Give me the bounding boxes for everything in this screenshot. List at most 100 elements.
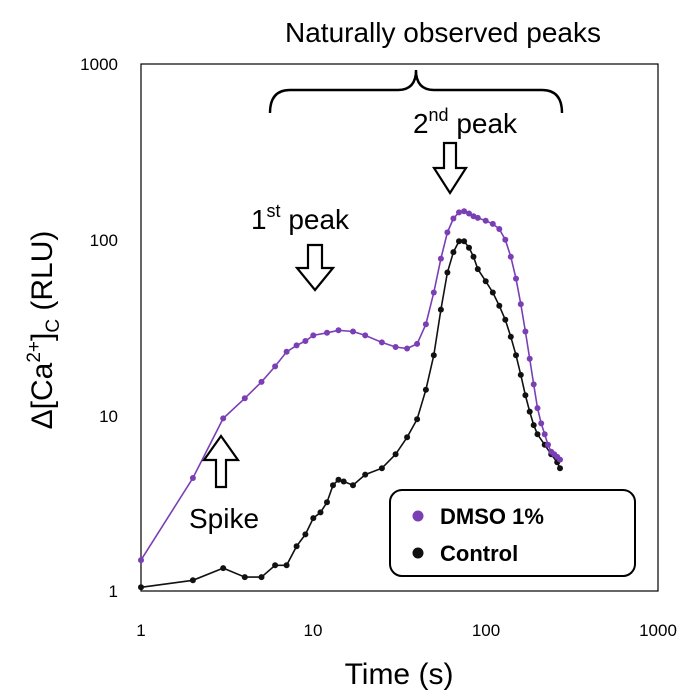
data-point bbox=[513, 275, 519, 282]
data-point bbox=[461, 238, 468, 245]
y-title-unit: (RLU) bbox=[26, 231, 59, 319]
data-point bbox=[392, 451, 399, 458]
second-peak-num: 2 bbox=[413, 108, 429, 139]
annotation-naturally-observed: Naturally observed peaks bbox=[285, 17, 601, 48]
curly-brace-icon bbox=[268, 69, 564, 114]
y-tick-label: 1000 bbox=[80, 55, 118, 74]
data-point bbox=[437, 306, 444, 313]
x-tick-label: 10 bbox=[304, 621, 323, 640]
data-point bbox=[350, 482, 356, 489]
data-point bbox=[335, 327, 342, 334]
data-point bbox=[456, 209, 462, 216]
arrow-up-icon bbox=[201, 434, 241, 489]
data-point bbox=[517, 301, 524, 308]
data-point bbox=[310, 332, 317, 339]
data-point bbox=[482, 278, 489, 285]
data-point bbox=[437, 255, 444, 262]
data-point bbox=[466, 210, 472, 217]
data-point bbox=[502, 236, 509, 243]
data-point bbox=[422, 386, 429, 393]
data-point bbox=[310, 515, 317, 522]
y-tick-label: 10 bbox=[99, 407, 118, 426]
data-point bbox=[378, 465, 385, 472]
data-point bbox=[414, 416, 421, 423]
plot-frame bbox=[140, 63, 659, 592]
data-point bbox=[335, 476, 342, 483]
legend-box bbox=[389, 489, 636, 577]
data-point bbox=[517, 371, 524, 378]
first-peak-word: peak bbox=[281, 204, 350, 235]
data-point bbox=[220, 565, 227, 572]
x-tick-label: 1 bbox=[136, 621, 145, 640]
data-point bbox=[461, 208, 468, 215]
data-point bbox=[534, 405, 541, 412]
data-point bbox=[330, 482, 336, 489]
data-point bbox=[404, 345, 411, 352]
annotation-second-peak: 2nd peak bbox=[413, 105, 518, 139]
data-point bbox=[422, 321, 429, 328]
data-point bbox=[414, 340, 421, 347]
data-point bbox=[283, 562, 290, 569]
data-point bbox=[466, 244, 472, 251]
data-point bbox=[362, 471, 369, 478]
annotation-first-peak: 1st peak bbox=[251, 201, 350, 235]
legend-marker-dmso bbox=[412, 510, 424, 522]
data-point bbox=[530, 422, 537, 429]
series-dmso-1 bbox=[138, 208, 563, 564]
data-point bbox=[340, 478, 347, 485]
data-point bbox=[258, 574, 265, 581]
data-point bbox=[541, 431, 548, 438]
data-point bbox=[283, 348, 290, 355]
data-point bbox=[474, 214, 481, 221]
y-axis-title: Δ[Ca2+]C (RLU) bbox=[24, 231, 64, 430]
data-point bbox=[530, 381, 537, 388]
data-point bbox=[241, 574, 248, 581]
legend-label-dmso: DMSO 1% bbox=[440, 504, 544, 529]
data-point bbox=[241, 395, 248, 402]
data-point bbox=[362, 332, 369, 339]
first-peak-num: 1 bbox=[251, 204, 267, 235]
data-point bbox=[293, 543, 300, 550]
data-point bbox=[392, 344, 399, 350]
x-axis-title: Time (s) bbox=[345, 658, 454, 691]
data-point bbox=[272, 562, 279, 569]
second-peak-word: peak bbox=[449, 108, 518, 139]
y-tick-label: 1 bbox=[109, 582, 118, 601]
data-point bbox=[545, 441, 551, 448]
data-point bbox=[258, 378, 265, 385]
y-title-sub: C bbox=[43, 319, 64, 333]
data-point bbox=[430, 289, 437, 296]
x-tick-label: 1000 bbox=[639, 621, 677, 640]
data-point bbox=[444, 229, 451, 236]
y-title-sup: 2+ bbox=[24, 341, 45, 363]
data-point bbox=[404, 434, 411, 441]
data-point bbox=[507, 253, 514, 260]
data-point bbox=[513, 352, 519, 359]
data-point bbox=[496, 226, 503, 232]
data-point bbox=[378, 339, 385, 346]
data-point bbox=[470, 253, 477, 260]
data-point bbox=[507, 333, 514, 340]
data-point bbox=[482, 217, 489, 224]
data-point bbox=[324, 329, 330, 336]
arrow-down-icon bbox=[431, 141, 469, 196]
series-line bbox=[140, 240, 561, 589]
data-point bbox=[220, 415, 227, 422]
data-point bbox=[189, 475, 196, 481]
data-point bbox=[557, 456, 563, 463]
data-point bbox=[302, 338, 309, 344]
y-tick-label: 100 bbox=[90, 231, 118, 250]
data-point bbox=[522, 328, 529, 335]
data-point bbox=[456, 238, 462, 245]
data-point bbox=[534, 431, 541, 438]
data-point bbox=[557, 465, 563, 472]
legend-label-control: Control bbox=[440, 541, 518, 566]
data-point bbox=[538, 420, 545, 427]
data-point bbox=[317, 509, 324, 516]
data-point bbox=[293, 342, 300, 349]
data-point bbox=[138, 584, 144, 591]
data-point bbox=[502, 316, 509, 323]
data-point bbox=[324, 499, 330, 506]
data-point bbox=[496, 302, 503, 309]
